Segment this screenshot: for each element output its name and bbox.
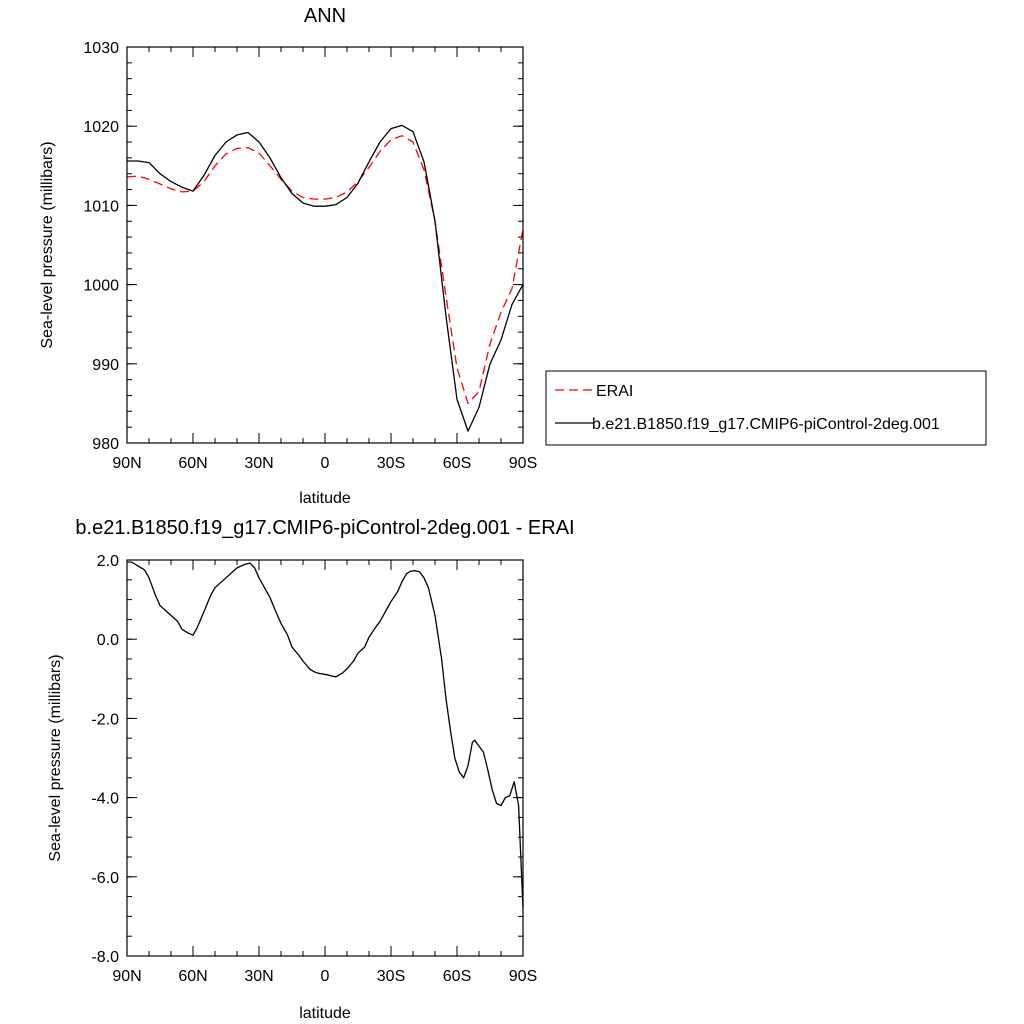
difference-chart-title: b.e21.B1850.f19_g17.CMIP6-piControl-2deg… xyxy=(75,517,574,539)
difference-chart-y-axis-title: Sea-level pressure (millibars) xyxy=(47,654,64,861)
y-tick-label: 1020 xyxy=(83,119,119,136)
top-chart-title: ANN xyxy=(304,5,346,27)
y-tick-label: 1030 xyxy=(83,40,119,57)
line-chart-top: ANN Sea-level pressure (millibars) latit… xyxy=(39,5,537,507)
difference-chart-x-axis-title: latitude xyxy=(299,1005,351,1022)
x-tick-label: 90N xyxy=(112,968,141,985)
x-tick-label: 60N xyxy=(178,968,207,985)
y-tick-label: 1010 xyxy=(83,198,119,215)
difference-chart-series xyxy=(127,561,524,909)
y-tick-label: 2.0 xyxy=(97,553,119,570)
legend: ERAI b.e21.B1850.f19_g17.CMIP6-piControl… xyxy=(545,370,987,446)
x-tick-label: 30S xyxy=(377,455,405,472)
legend-label-erai: ERAI xyxy=(596,383,633,400)
y-tick-label: 990 xyxy=(92,357,119,374)
y-tick-label: 0.0 xyxy=(97,632,119,649)
difference-chart-plot-frame xyxy=(126,559,524,957)
legend-label-model: b.e21.B1850.f19_g17.CMIP6-piControl-2deg… xyxy=(592,416,940,433)
x-tick-label: 30N xyxy=(244,455,273,472)
y-tick-label: -8.0 xyxy=(91,949,119,966)
difference-series-line-difference xyxy=(127,561,524,909)
top-series-line-model xyxy=(127,124,524,432)
top-chart-ticks: 90N 60N 30N 0 30S 60S 90S 980 990 1000 1010 1020 103… xyxy=(83,40,537,472)
x-tick-label: 90S xyxy=(509,968,537,985)
x-tick-label: 0 xyxy=(321,455,330,472)
top-chart-series xyxy=(126,124,524,432)
x-tick-label: 30S xyxy=(377,968,405,985)
difference-chart-ticks: 90N 60N 30N 0 30S 60S 90S 2.0 0.0 -2.0 -4.0 -6.0 -8.… xyxy=(91,553,537,985)
top-chart-plot-frame xyxy=(126,46,524,444)
y-tick-label: -4.0 xyxy=(91,791,119,808)
top-chart-x-axis-title: latitude xyxy=(299,490,351,507)
x-tick-label: 90S xyxy=(509,455,537,472)
x-tick-label: 60S xyxy=(443,455,471,472)
line-chart-difference: b.e21.B1850.f19_g17.CMIP6-piControl-2deg… xyxy=(47,517,575,1022)
x-tick-label: 0 xyxy=(321,968,330,985)
y-tick-label: -2.0 xyxy=(91,711,119,728)
y-tick-label: 1000 xyxy=(83,278,119,295)
top-chart-y-axis-title: Sea-level pressure (millibars) xyxy=(39,141,56,348)
top-series-line-erai xyxy=(126,135,524,405)
y-tick-label: 980 xyxy=(92,436,119,453)
x-tick-label: 60S xyxy=(443,968,471,985)
x-tick-label: 30N xyxy=(244,968,273,985)
x-tick-label: 90N xyxy=(112,455,141,472)
y-tick-label: -6.0 xyxy=(91,870,119,887)
legend-box xyxy=(545,370,987,446)
x-tick-label: 60N xyxy=(178,455,207,472)
